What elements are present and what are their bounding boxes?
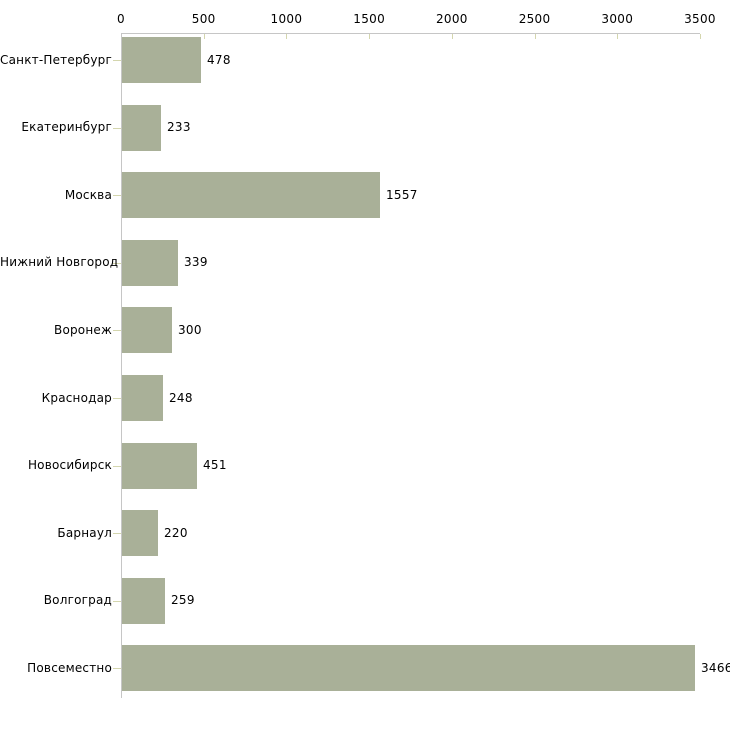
value-label: 1557 [386,188,418,202]
value-label: 233 [167,120,191,134]
x-axis-tick-label: 2000 [435,12,468,26]
value-label: 220 [164,526,188,540]
value-label: 300 [178,323,202,337]
x-axis-tick-mark [534,34,536,39]
x-axis-tick-label: 1500 [353,12,386,26]
y-axis-tick-mark [113,533,121,534]
x-axis-tick-label: 2500 [518,12,551,26]
category-label: Барнаул [57,526,112,540]
x-axis-tick-label: 3500 [684,12,716,26]
value-label: 3466 [701,661,730,675]
bar [122,578,165,624]
category-label: Екатеринбург [21,120,112,134]
category-label: Волгоград [43,593,112,607]
y-axis-tick-mark [113,60,121,61]
x-axis-line [121,33,700,34]
category-label: Краснодар [41,391,112,405]
x-axis-tick-mark [451,34,453,39]
category-label: Москва [64,188,112,202]
bar [122,443,197,489]
value-label: 478 [207,53,231,67]
y-axis-tick-mark [113,330,121,331]
x-axis-tick-label: 1000 [270,12,303,26]
value-label: 451 [203,458,227,472]
y-axis-tick-mark [113,195,121,196]
bar [122,307,172,353]
x-axis-tick-label: 3000 [601,12,634,26]
bar [122,240,178,286]
bar [122,105,161,151]
value-label: 248 [169,391,193,405]
x-axis-tick-mark [617,34,619,39]
category-label: Нижний Новгород [0,255,119,269]
bar [122,510,158,556]
x-axis-tick-label: 500 [191,12,216,26]
y-axis-line [121,33,122,698]
x-axis-tick-mark [286,34,288,39]
category-label: Новосибирск [27,458,112,472]
x-axis-tick-mark [369,34,371,39]
y-axis-tick-mark [113,128,121,129]
bar [122,172,380,218]
bar [122,37,201,83]
y-axis-tick-mark [113,601,121,602]
y-axis-tick-mark [113,398,121,399]
y-axis-tick-mark [113,668,121,669]
bar [122,645,695,691]
y-axis-tick-mark [113,263,121,264]
value-label: 259 [171,593,195,607]
x-axis-tick-mark [700,34,701,39]
x-axis-tick-label: 0 [117,12,125,26]
y-axis-tick-mark [113,466,121,467]
category-label: Воронеж [54,323,112,337]
bar [122,375,163,421]
category-label: Санкт-Петербург [0,53,112,67]
category-label: Повсеместно [27,661,112,675]
value-label: 339 [184,255,208,269]
x-axis-tick-mark [203,34,205,39]
